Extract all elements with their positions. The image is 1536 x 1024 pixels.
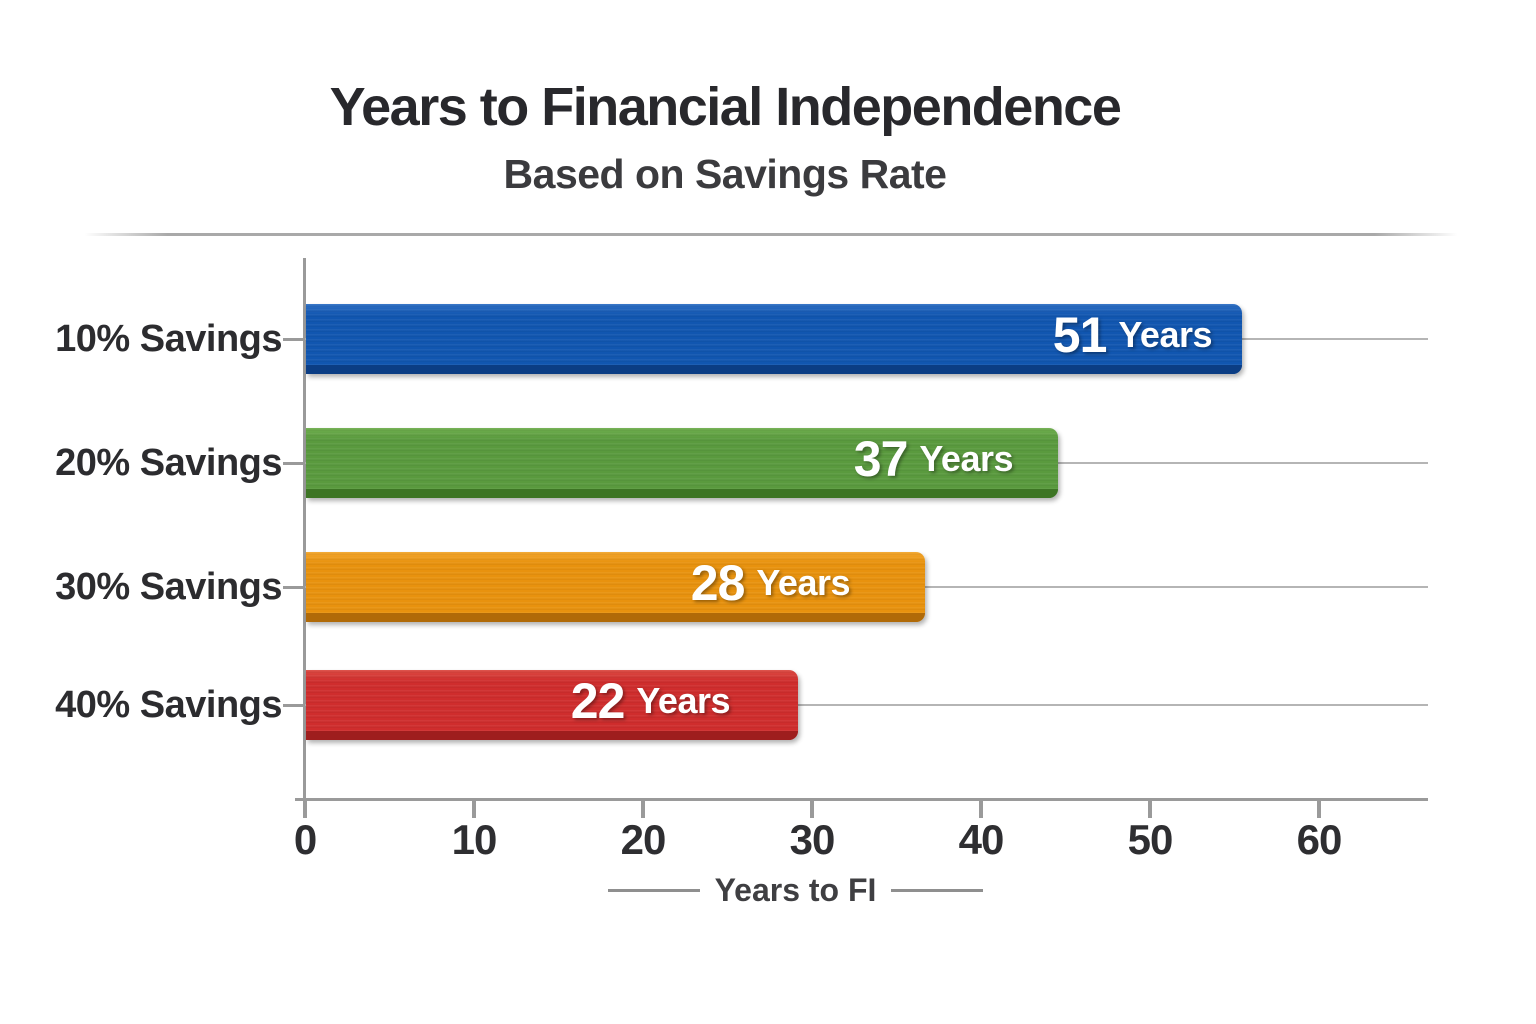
x-tick-label: 10 [451,816,498,863]
x-tick [303,801,307,818]
x-tick-label: 30 [789,816,836,863]
x-tick-label: 0 [293,816,317,863]
chart-row: 30% Savings 28 Years [0,552,1536,622]
x-tick [641,801,645,818]
x-tick [1148,801,1152,818]
x-tick [810,801,814,818]
header-divider [85,233,1457,236]
bar-value-label: 28 Years [691,552,925,613]
category-label: 30% Savings [55,566,282,608]
x-tick [979,801,983,818]
chart-subtitle: Based on Savings Rate [503,151,947,198]
bar-value-label: 37 Years [854,428,1058,489]
chart-header: Years to Financial Independence Based on… [0,77,1450,198]
bar-value-unit: Years [919,437,1013,479]
category-label: 10% Savings [55,318,282,360]
category-tick [283,586,304,589]
bar-value-unit: Years [1118,313,1212,355]
y-axis-line [303,258,306,803]
category-label: 40% Savings [55,684,282,726]
chart-row: 40% Savings 22 Years [0,670,1536,740]
bar-value-label: 22 Years [571,670,798,731]
chart-row: 20% Savings 37 Years [0,428,1536,498]
bar-bottom-edge [306,731,798,740]
bar-30-savings: 28 Years [306,552,925,622]
bar-10-savings: 51 Years [306,304,1242,374]
x-tick-label: 20 [620,816,667,863]
bar-20-savings: 37 Years [306,428,1058,498]
x-tick-label: 40 [958,816,1005,863]
x-axis-caption: Years to FI [608,872,983,909]
category-tick [283,462,304,465]
x-axis-label: Years to FI [714,872,877,908]
category-tick [283,704,304,707]
x-tick [472,801,476,818]
bar-bottom-edge [306,489,1058,498]
bar-value-label: 51 Years [1053,304,1242,365]
bar-40-savings: 22 Years [306,670,798,740]
bar-value-number: 22 [570,672,626,729]
x-tick [1317,801,1321,818]
x-axis-line [295,798,1428,801]
bar-bottom-edge [306,365,1242,374]
caption-dash-right [891,889,983,892]
bar-value-unit: Years [636,679,730,721]
bar-value-unit: Years [756,561,850,603]
row-gridline [305,704,1428,706]
chart-row: 10% Savings 51 Years [0,304,1536,374]
bar-bottom-edge [306,613,925,622]
bar-value-number: 37 [853,430,909,487]
category-label: 20% Savings [55,442,282,484]
bar-value-number: 28 [690,554,746,611]
caption-dash-left [608,889,700,892]
chart-title: Years to Financial Independence [329,77,1122,137]
category-tick [283,338,304,341]
x-tick-label: 60 [1296,816,1343,863]
bar-value-number: 51 [1052,306,1108,363]
x-tick-label: 50 [1127,816,1174,863]
